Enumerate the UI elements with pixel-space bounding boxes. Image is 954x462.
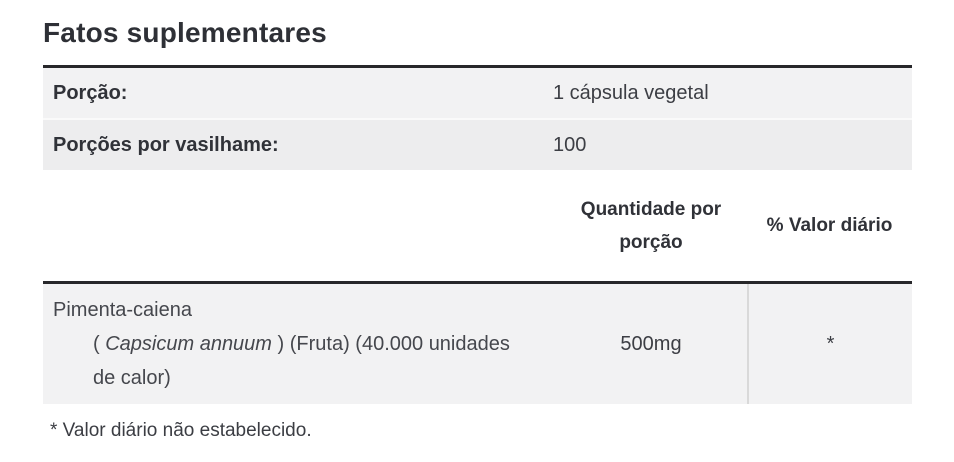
ingredient-species: Capsicum annuum [105,333,272,355]
footnote: * Valor diário não estabelecido. [50,420,312,441]
ingredient-amount: 500mg [620,332,682,355]
daily-value-header: % Valor diário [766,214,893,236]
ingredient-name: Pimenta-caiena [53,299,192,321]
amount-header-line1: Quantidade por [580,198,722,220]
serving-info-table: Porção: 1 cápsula vegetal Porções por va… [43,65,912,170]
table-row: Pimenta-caiena ( Capsicum annuum ) (Frut… [43,284,912,404]
table-row: Porção: 1 cápsula vegetal [43,68,912,118]
ingredient-detail-prefix: ( [93,333,106,355]
table-row: Porções por vasilhame: 100 [43,118,912,170]
servings-per-container-value: 100 [553,133,587,156]
ingredient-detail-suffix: ) (Fruta) (40.000 unidades de calor) [93,333,510,389]
serving-size-value: 1 cápsula vegetal [553,81,709,104]
ingredient-detail: ( Capsicum annuum ) (Fruta) (40.000 unid… [93,327,513,395]
servings-per-container-label: Porções por vasilhame: [53,133,279,156]
nutrition-table: Pimenta-caiena ( Capsicum annuum ) (Frut… [43,281,912,404]
ingredient-daily-value: * [747,284,912,404]
ingredient-name-cell: Pimenta-caiena ( Capsicum annuum ) (Frut… [43,284,555,404]
nutrition-header-row: Quantidade por porção % Valor diário [43,170,912,281]
page-title: Fatos suplementares [43,17,327,48]
amount-header-line2: porção [619,231,683,253]
serving-size-label: Porção: [53,81,128,104]
amount-per-serving-header: Quantidade por porção [555,193,747,259]
